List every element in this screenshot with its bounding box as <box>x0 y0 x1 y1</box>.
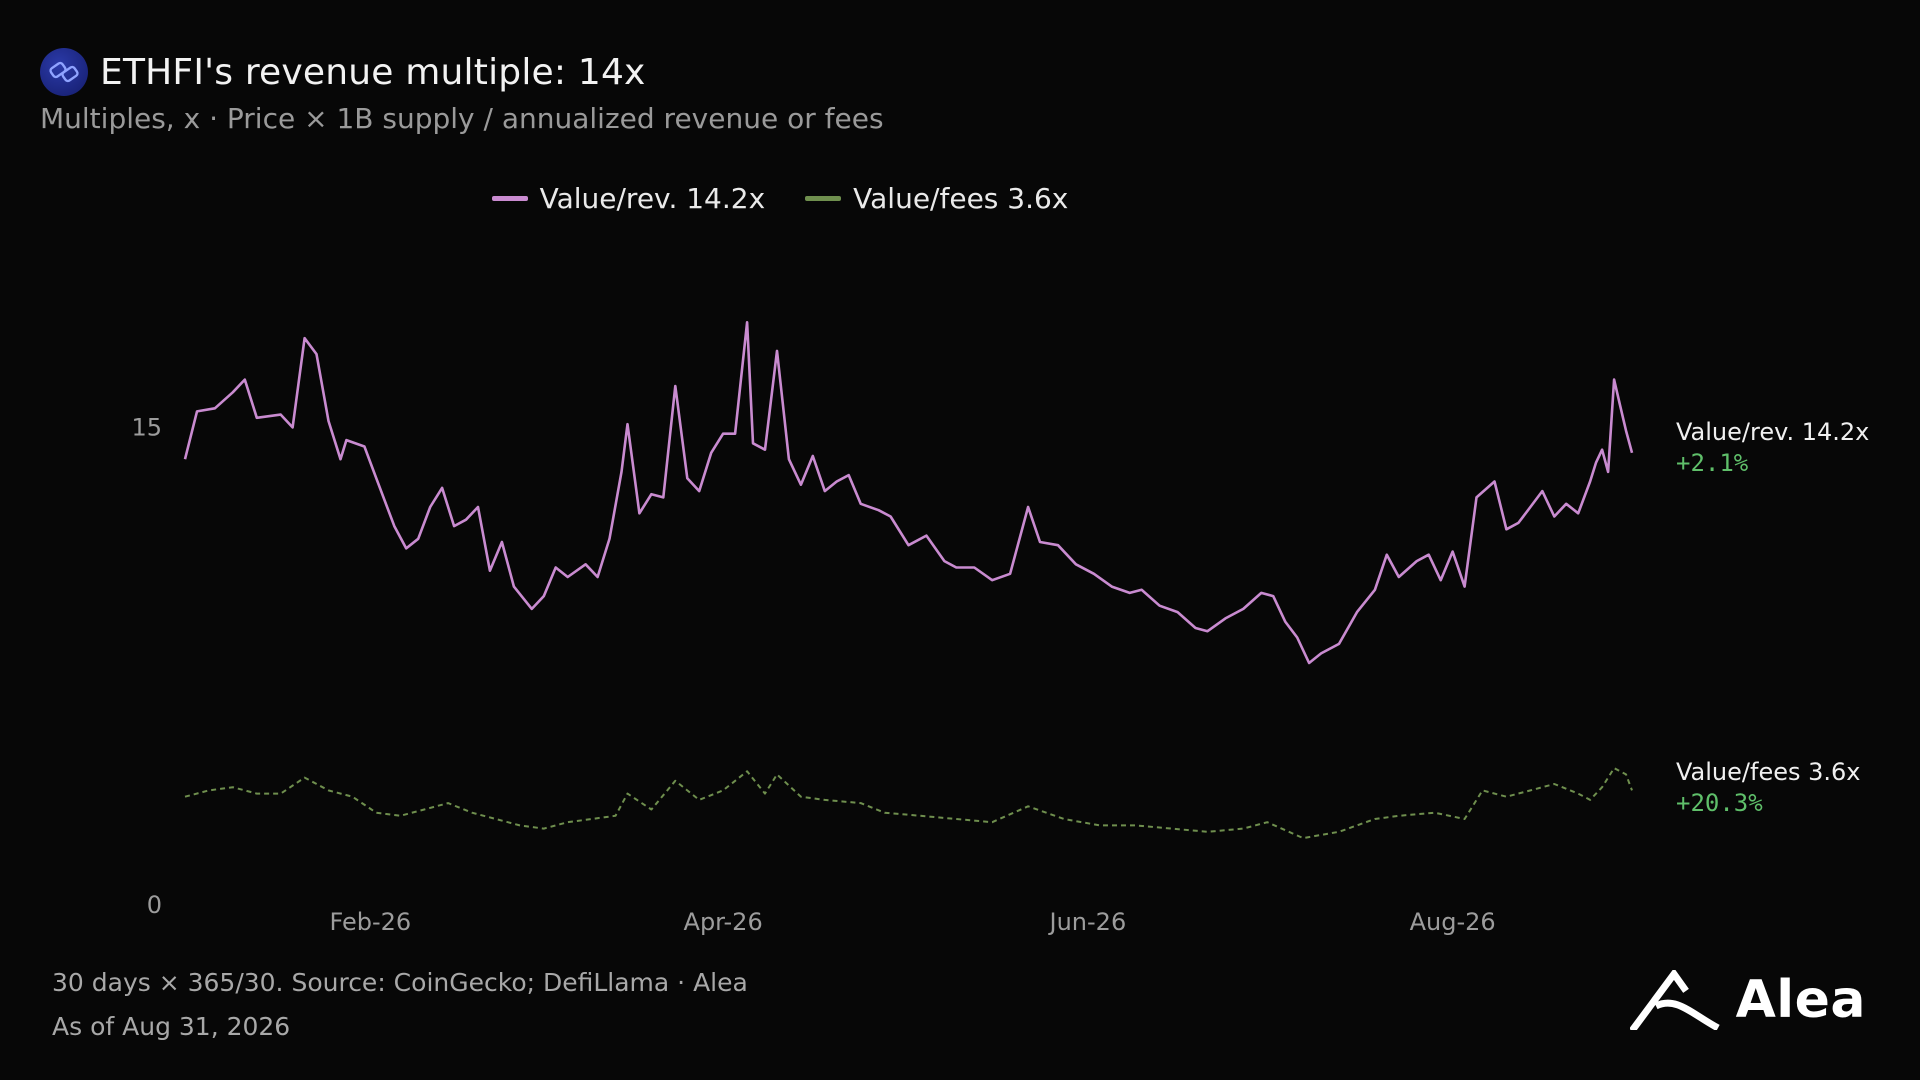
as-of-date: As of Aug 31, 2026 <box>52 1012 291 1041</box>
chart-title: ETHFI's revenue multiple: 14x <box>40 48 646 96</box>
y-tick-label-0: 0 <box>147 891 162 919</box>
series-line-value-fees <box>184 767 1633 840</box>
legend-label-rev: Value/rev. 14.2x <box>539 182 766 215</box>
x-tick-label-aug-26: Aug-26 <box>1410 908 1496 936</box>
x-tick-label-feb-26: Feb-26 <box>330 908 412 936</box>
series-line-value-rev <box>183 321 1634 665</box>
end-change-1: +20.3% <box>1676 789 1763 817</box>
end-label-1: Value/fees 3.6x <box>1676 758 1860 786</box>
x-tick-label-jun-26: Jun-26 <box>1048 908 1127 936</box>
chart-legend: Value/rev. 14.2x Value/fees 3.6x <box>0 182 1560 215</box>
alea-logo-icon <box>1629 970 1720 1030</box>
brand-name: Alea <box>1735 970 1866 1030</box>
legend-item-fees: Value/fees 3.6x <box>805 182 1068 215</box>
brand-block: Alea <box>1629 970 1866 1030</box>
end-label-0: Value/rev. 14.2x <box>1676 418 1869 446</box>
legend-swatch-rev <box>491 196 528 201</box>
x-tick-label-apr-26: Apr-26 <box>684 908 763 936</box>
source-note: 30 days × 365/30. Source: CoinGecko; Def… <box>52 968 748 997</box>
legend-label-fees: Value/fees 3.6x <box>853 182 1069 215</box>
chart-subtitle: Multiples, x · Price × 1B supply / annua… <box>40 102 884 135</box>
page-title: ETHFI's revenue multiple: 14x <box>100 51 646 93</box>
y-tick-label-15: 15 <box>131 413 162 441</box>
ethfi-token-icon <box>40 48 88 96</box>
legend-swatch-fees <box>805 196 842 201</box>
end-change-0: +2.1% <box>1676 449 1749 477</box>
legend-item-rev: Value/rev. 14.2x <box>491 182 766 215</box>
